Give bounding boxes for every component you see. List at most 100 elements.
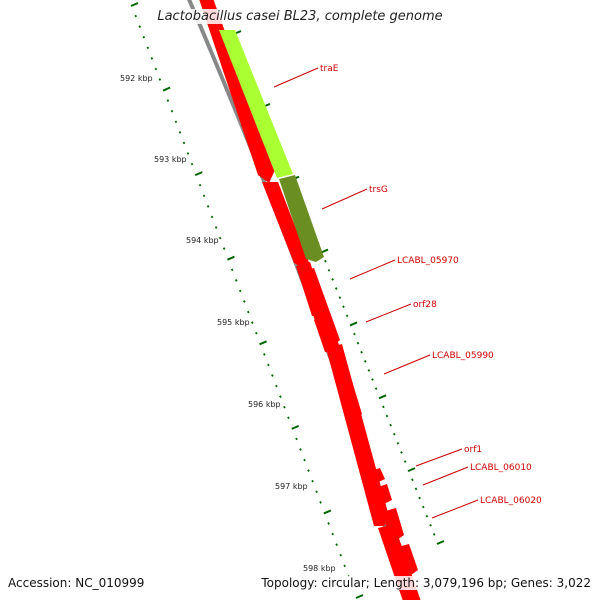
major-tick <box>323 509 332 515</box>
minor-tick <box>334 287 338 290</box>
tick-label-594kbp: 594 kbp <box>186 236 219 245</box>
minor-tick <box>263 353 266 356</box>
minor-tick <box>182 141 186 145</box>
gene-LCABL_05970[interactable] <box>296 262 326 316</box>
gene-label-LCABL_05990[interactable]: LCABL_05990 <box>432 351 494 361</box>
major-tick <box>162 86 171 92</box>
minor-tick <box>345 314 349 318</box>
gene-orf1[interactable] <box>368 468 385 484</box>
minor-tick <box>186 152 190 155</box>
minor-tick <box>210 215 214 219</box>
leader-line <box>365 303 412 323</box>
leader-line <box>321 188 368 210</box>
minor-tick <box>271 374 274 377</box>
gene-arrow[interactable] <box>262 182 310 268</box>
gene-label-LCABL_06020[interactable]: LCABL_06020 <box>480 496 542 506</box>
minor-tick <box>331 278 334 281</box>
genome-title: Lactobacillus casei BL23, complete genom… <box>0 9 600 24</box>
minor-tick <box>360 350 363 354</box>
tick-label-593kbp: 593 kbp <box>154 155 187 164</box>
minor-tick <box>311 479 314 483</box>
major-tick <box>378 394 387 400</box>
leader-line <box>383 354 431 375</box>
minor-tick <box>411 478 414 482</box>
leader-line <box>415 448 463 467</box>
minor-tick <box>150 57 154 60</box>
major-tick <box>407 467 416 473</box>
leader-line <box>273 67 319 88</box>
gene-label-trsG[interactable]: trsG <box>369 185 388 195</box>
leader-line <box>349 259 396 280</box>
minor-tick <box>421 505 425 509</box>
minor-tick <box>335 543 338 546</box>
tick-label-595kbp: 595 kbp <box>217 318 250 327</box>
minor-tick <box>331 532 334 536</box>
major-tick <box>259 340 267 346</box>
minor-tick <box>374 387 378 391</box>
tick-label-598kbp: 598 kbp <box>303 564 336 573</box>
minor-tick <box>230 268 234 272</box>
major-tick <box>227 255 235 261</box>
minor-tick <box>327 522 330 525</box>
gene-trsG[interactable] <box>279 175 324 262</box>
gene-label-orf28[interactable]: orf28 <box>413 300 437 310</box>
minor-tick <box>158 78 162 81</box>
minor-tick <box>342 305 345 309</box>
minor-tick <box>400 451 403 454</box>
minor-tick <box>299 448 302 451</box>
leader-line <box>422 466 469 486</box>
minor-tick <box>283 405 286 409</box>
minor-tick <box>279 395 282 398</box>
tick-label-597kbp: 597 kbp <box>275 482 308 491</box>
genome-summary-text: Topology: circular; Length: 3,079,196 bp… <box>261 576 591 590</box>
tick-label-592kbp: 592 kbp <box>120 74 153 83</box>
gene-arrow[interactable] <box>394 544 418 575</box>
minor-tick <box>134 14 138 18</box>
minor-tick <box>343 564 347 568</box>
gene-label-LCABL_06010[interactable]: LCABL_06010 <box>470 463 532 473</box>
minor-tick <box>170 109 174 113</box>
gene-label-traE[interactable]: traE <box>320 64 339 74</box>
minor-tick <box>142 35 146 39</box>
minor-tick <box>174 120 178 124</box>
label-leaders <box>273 67 479 519</box>
gene-orf28[interactable] <box>314 316 340 353</box>
minor-tick <box>432 533 436 536</box>
minor-tick <box>367 369 371 372</box>
minor-tick <box>154 67 158 71</box>
gene-LCABL_05990[interactable] <box>328 351 362 419</box>
gene-traE[interactable] <box>219 30 293 178</box>
accession-text: Accession: NC_010999 <box>8 576 145 590</box>
minor-tick <box>250 321 254 324</box>
minor-tick <box>166 99 170 102</box>
tick-labels: 592 kbp 593 kbp 594 kbp 595 kbp 596 kbp … <box>120 74 336 573</box>
minor-tick <box>338 296 342 299</box>
minor-tick <box>146 46 150 50</box>
gene-labels: traE trsG LCABL_05970 orf28 LCABL_05990 … <box>320 64 542 506</box>
genome-title-text: Lactobacillus casei BL23, complete genom… <box>157 9 443 24</box>
major-tick <box>130 2 139 7</box>
minor-tick <box>382 405 385 409</box>
gene-LCABL_06020[interactable] <box>382 508 404 540</box>
gene-LCABL_06010[interactable] <box>375 484 392 504</box>
minor-tick <box>218 236 222 240</box>
minor-tick <box>403 460 407 463</box>
major-tick <box>291 424 300 430</box>
minor-tick <box>356 341 360 345</box>
minor-tick <box>327 268 331 272</box>
minor-tick <box>418 496 421 500</box>
gene-arrow[interactable] <box>196 0 275 183</box>
minor-tick <box>202 194 206 198</box>
gene-label-orf1[interactable]: orf1 <box>464 445 482 455</box>
minor-tick <box>206 205 210 208</box>
minor-tick <box>396 441 400 445</box>
minor-tick <box>222 247 226 250</box>
minor-tick <box>429 523 432 527</box>
minor-tick <box>371 378 374 381</box>
minor-tick <box>295 437 298 441</box>
minor-tick <box>275 384 278 388</box>
major-tick <box>349 321 358 327</box>
gene-label-LCABL_05970[interactable]: LCABL_05970 <box>397 256 459 266</box>
tick-label-596kbp: 596 kbp <box>248 400 281 409</box>
